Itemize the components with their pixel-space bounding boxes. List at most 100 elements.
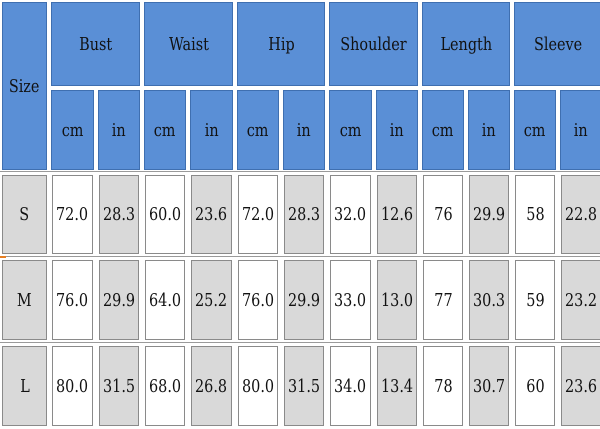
size-label-l: L [2, 346, 47, 426]
value-cell-text: 30.3 [472, 289, 506, 311]
value-cell: 13.0 [377, 260, 417, 340]
value-cell-text: 13.0 [380, 289, 414, 311]
value-cell: 68.0 [145, 346, 185, 426]
value-cell-bg [284, 175, 324, 254]
group-header-hip: Hip [237, 2, 325, 86]
value-cell: 31.5 [284, 346, 324, 426]
value-cell: 23.2 [561, 260, 600, 340]
value-cell-text: 80.0 [241, 375, 275, 397]
value-cell: 34.0 [330, 346, 371, 426]
group-header-hip-text: Hip [267, 33, 295, 55]
unit-header-cm-bg [51, 90, 94, 170]
size-label-s: S [2, 175, 47, 254]
value-cell: 80.0 [238, 346, 278, 426]
value-cell-bg [191, 175, 232, 254]
unit-header-in-text: in [390, 119, 404, 141]
value-cell-bg [284, 260, 324, 340]
value-cell: 23.6 [561, 346, 600, 426]
value-cell-bg [52, 175, 93, 254]
group-header-shoulder-text: Shoulder [340, 33, 407, 55]
group-header-waist-bg [144, 2, 233, 86]
value-cell-text: 28.3 [102, 204, 136, 225]
value-cell-text: 34.0 [334, 375, 367, 397]
size-label-l-bg [2, 346, 47, 426]
value-cell: 13.4 [377, 346, 417, 426]
value-cell-text: 80.0 [56, 375, 89, 397]
unit-header-cm-bg [144, 90, 186, 170]
unit-header-in: in [468, 90, 510, 170]
value-cell: 30.3 [469, 260, 509, 340]
value-cell-bg [469, 260, 509, 340]
value-cell: 29.9 [99, 260, 139, 340]
value-cell-text: 77 [433, 289, 453, 311]
value-cell-text: 64.0 [148, 289, 182, 311]
value-cell: 29.9 [469, 175, 509, 254]
group-header-length-text: Length [440, 33, 492, 55]
value-cell-text: 31.5 [287, 375, 321, 397]
value-cell-text: 28.3 [287, 204, 321, 225]
value-cell: 28.3 [99, 175, 139, 254]
value-cell: 80.0 [52, 346, 93, 426]
group-header-bust: Bust [51, 2, 140, 86]
value-cell: 23.6 [191, 175, 232, 254]
value-cell-text: 59 [525, 289, 545, 311]
value-cell: 72.0 [238, 175, 278, 254]
unit-header-cm-bg [422, 90, 464, 170]
value-cell-bg [561, 346, 600, 426]
value-cell: 60.0 [145, 175, 185, 254]
value-cell: 31.5 [99, 346, 139, 426]
value-cell-bg [561, 260, 600, 340]
value-cell-bg [145, 346, 185, 426]
value-cell-bg [238, 346, 278, 426]
value-cell-text: 76.0 [241, 289, 275, 311]
value-cell-bg [515, 175, 555, 254]
value-cell-bg [145, 260, 185, 340]
value-cell-text: 26.8 [195, 375, 228, 397]
value-cell: 32.0 [330, 175, 371, 254]
value-cell-text: 12.6 [380, 204, 414, 225]
value-cell: 77 [423, 260, 463, 340]
value-cell: 25.2 [191, 260, 232, 340]
value-cell-text: 22.8 [564, 204, 598, 225]
unit-header-cm-text: cm [524, 119, 546, 141]
unit-header-in-text: in [297, 119, 311, 141]
value-cell-text: 30.7 [472, 375, 506, 397]
value-cell: 59 [515, 260, 555, 340]
value-cell-text: 33.0 [334, 289, 367, 311]
value-cell-text: 29.9 [287, 289, 321, 311]
size-label-m: M [2, 260, 47, 340]
value-cell-text: 13.4 [380, 375, 414, 397]
unit-header-cm: cm [514, 90, 556, 170]
unit-header-cm: cm [329, 90, 372, 170]
value-cell-bg [284, 346, 324, 426]
unit-header-in-text: in [112, 119, 126, 141]
value-cell-text: 72.0 [241, 204, 275, 225]
size-header: Size [2, 2, 47, 170]
unit-header-in: in [376, 90, 418, 170]
value-cell-text: 58 [525, 204, 545, 225]
group-header-sleeve-text: Sleeve [533, 33, 583, 55]
unit-header-cm-text: cm [432, 119, 454, 141]
value-cell-text: 31.5 [102, 375, 136, 397]
unit-header-in: in [98, 90, 140, 170]
value-cell-text: 29.9 [102, 289, 136, 311]
group-header-hip-bg [237, 2, 325, 86]
value-cell-text: 25.2 [195, 289, 228, 311]
unit-header-in-bg [468, 90, 510, 170]
unit-header-cm-bg [237, 90, 279, 170]
value-cell: 76 [423, 175, 463, 254]
value-cell-bg [191, 346, 232, 426]
row-divider [0, 171, 600, 172]
unit-header-cm: cm [237, 90, 279, 170]
value-cell: 72.0 [52, 175, 93, 254]
value-cell-bg [52, 346, 93, 426]
value-cell-text: 72.0 [56, 204, 89, 225]
value-cell-text: 23.2 [564, 289, 598, 311]
value-cell-bg [330, 175, 371, 254]
group-header-sleeve-bg [514, 2, 600, 86]
unit-header-in: in [283, 90, 325, 170]
unit-header-cm-bg [329, 90, 372, 170]
unit-header-cm-text: cm [339, 119, 362, 141]
unit-header-in-text: in [204, 119, 219, 141]
